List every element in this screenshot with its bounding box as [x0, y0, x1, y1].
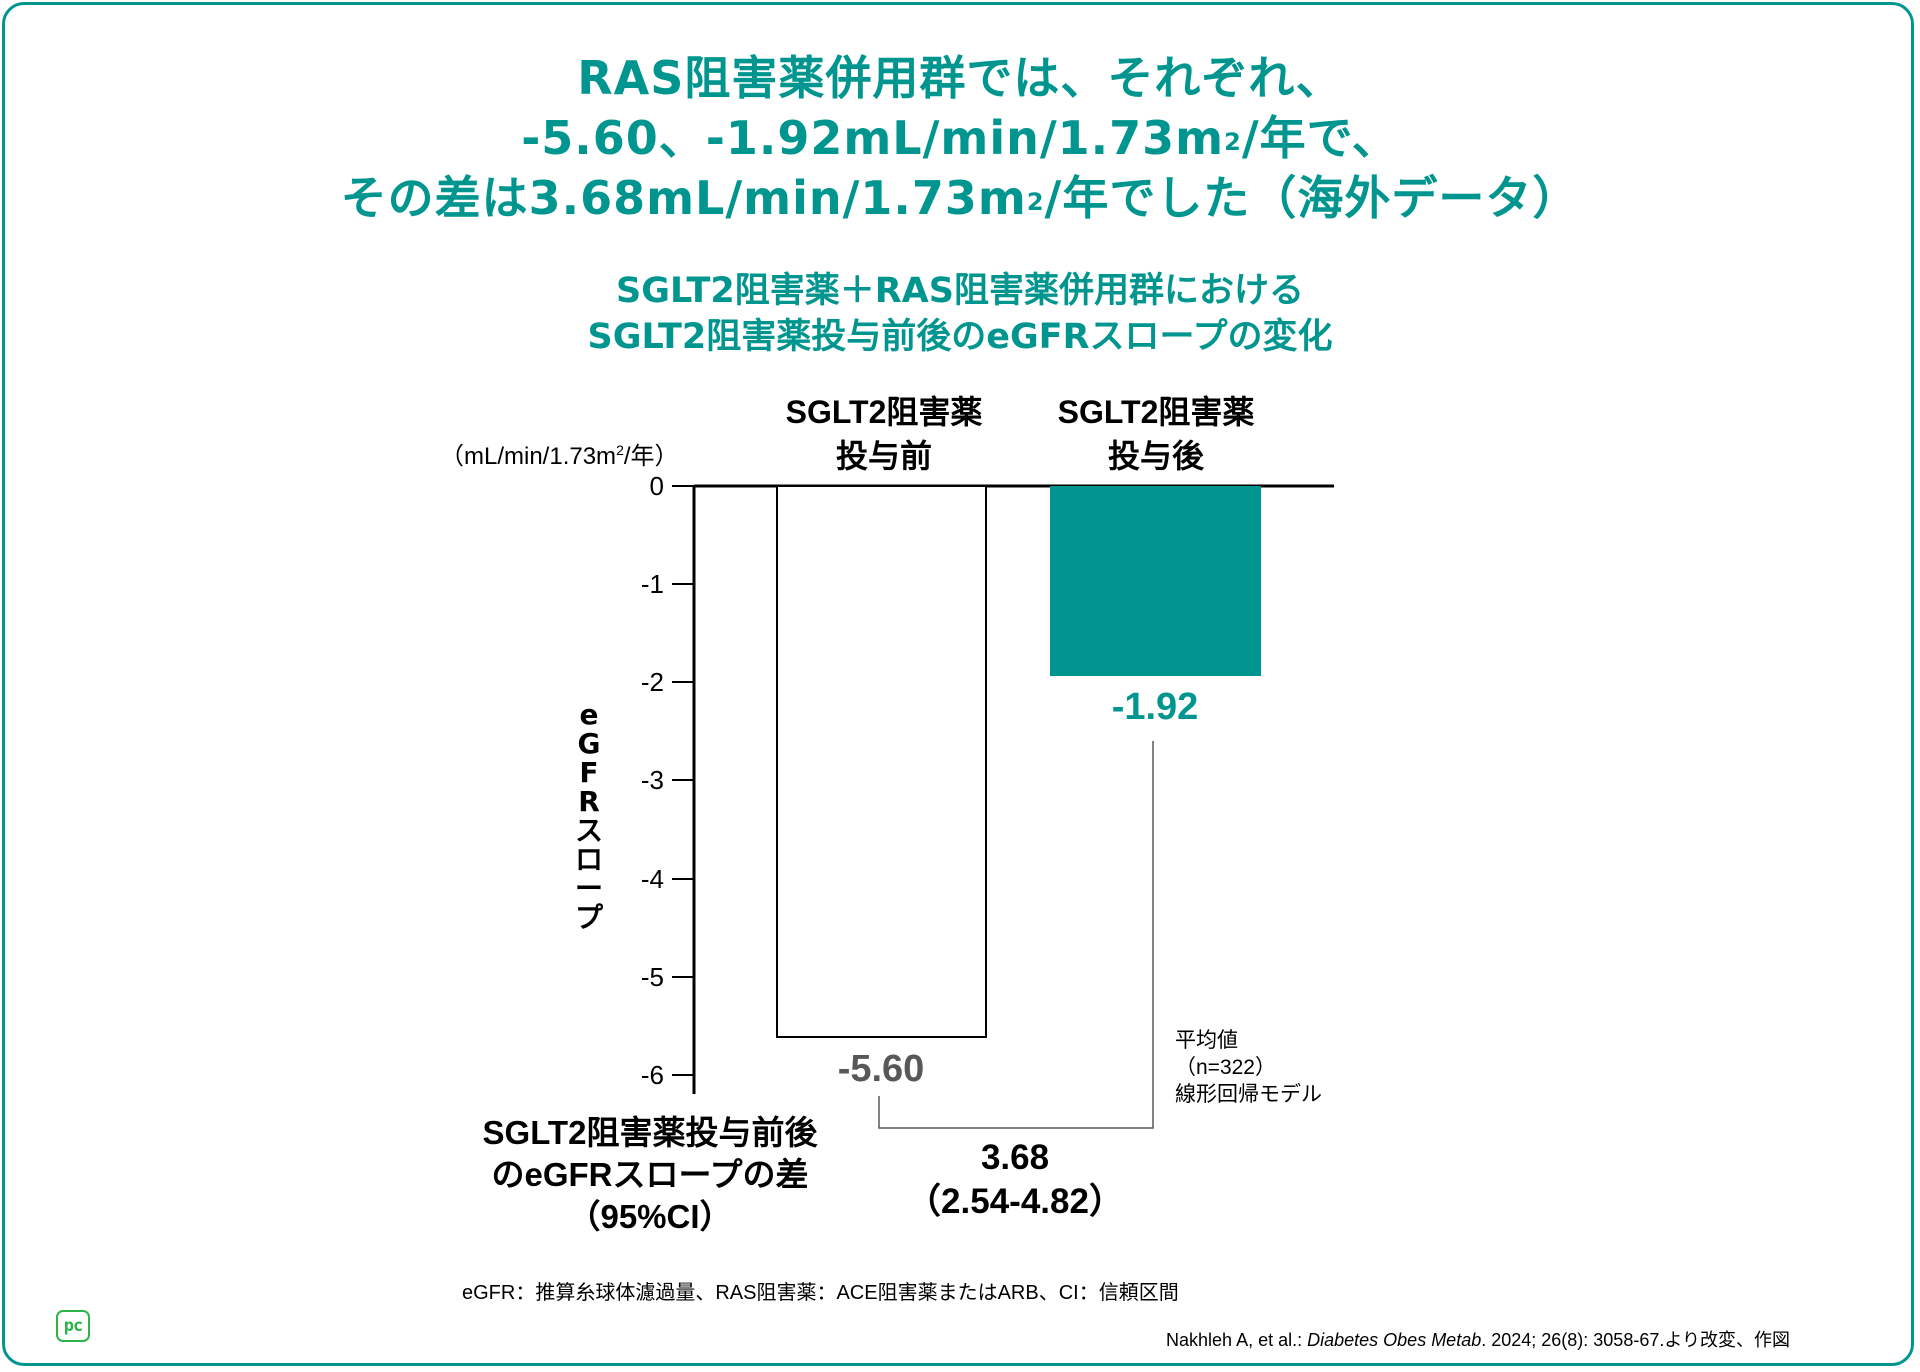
column-label-before: SGLT2阻害薬 投与前 [785, 394, 983, 474]
abbreviation-footnote: eGFR：推算糸球体濾過量、RAS阻害薬：ACE阻害薬またはARB、CI：信頼区… [462, 1282, 1179, 1304]
y-tick-6: -6 [640, 1060, 664, 1090]
chart-title-line-2: SGLT2阻害薬投与前後のeGFRスロープの変化 [587, 317, 1333, 357]
y-tick-3: -3 [640, 765, 664, 795]
value-label-after: -1.92 [1111, 686, 1199, 728]
headline: RAS阻害薬併用群では、それぞれ、 -5.60、-1.92mL/min/1.73… [0, 48, 1920, 228]
pc-logo-icon: pc [56, 1310, 90, 1342]
column-label-after: SGLT2阻害薬 投与後 [1057, 394, 1255, 474]
y-axis-title: eGFRスロープ [574, 698, 603, 934]
difference-label: SGLT2阻害薬投与前後 のeGFRスロープの差 （95%CI） [482, 1114, 818, 1235]
headline-line-2: -5.60、-1.92mL/min/1.73m2/年で、 [521, 111, 1399, 165]
difference-value: 3.68 （2.54-4.82） [906, 1138, 1124, 1221]
bar-before [776, 485, 987, 1038]
chart-title-line-1: SGLT2阻害薬＋RAS阻害薬併用群における [616, 271, 1304, 311]
headline-line-3: その差は3.68mL/min/1.73m2/年でした（海外データ） [340, 171, 1580, 225]
y-tick-0: 0 [649, 471, 664, 501]
y-tick-5: -5 [640, 962, 664, 992]
y-tick-2: -2 [640, 667, 664, 697]
y-tick-1: -1 [640, 569, 664, 599]
chart-title: SGLT2阻害薬＋RAS阻害薬併用群における SGLT2阻害薬投与前後のeGFR… [0, 268, 1920, 360]
method-note: 平均値 （n=322） 線形回帰モデル [1175, 1029, 1322, 1106]
citation: Nakhleh A, et al.: Diabetes Obes Metab. … [1166, 1330, 1790, 1350]
headline-line-1: RAS阻害薬併用群では、それぞれ、 [577, 51, 1343, 105]
y-axis-ticks [672, 485, 694, 1076]
y-axis-unit: （mL/min/1.73m2/年） [440, 442, 679, 470]
difference-bracket [878, 741, 1154, 1129]
bar-after [1050, 486, 1261, 676]
value-label-before: -5.60 [837, 1048, 925, 1090]
y-tick-4: -4 [640, 864, 664, 894]
